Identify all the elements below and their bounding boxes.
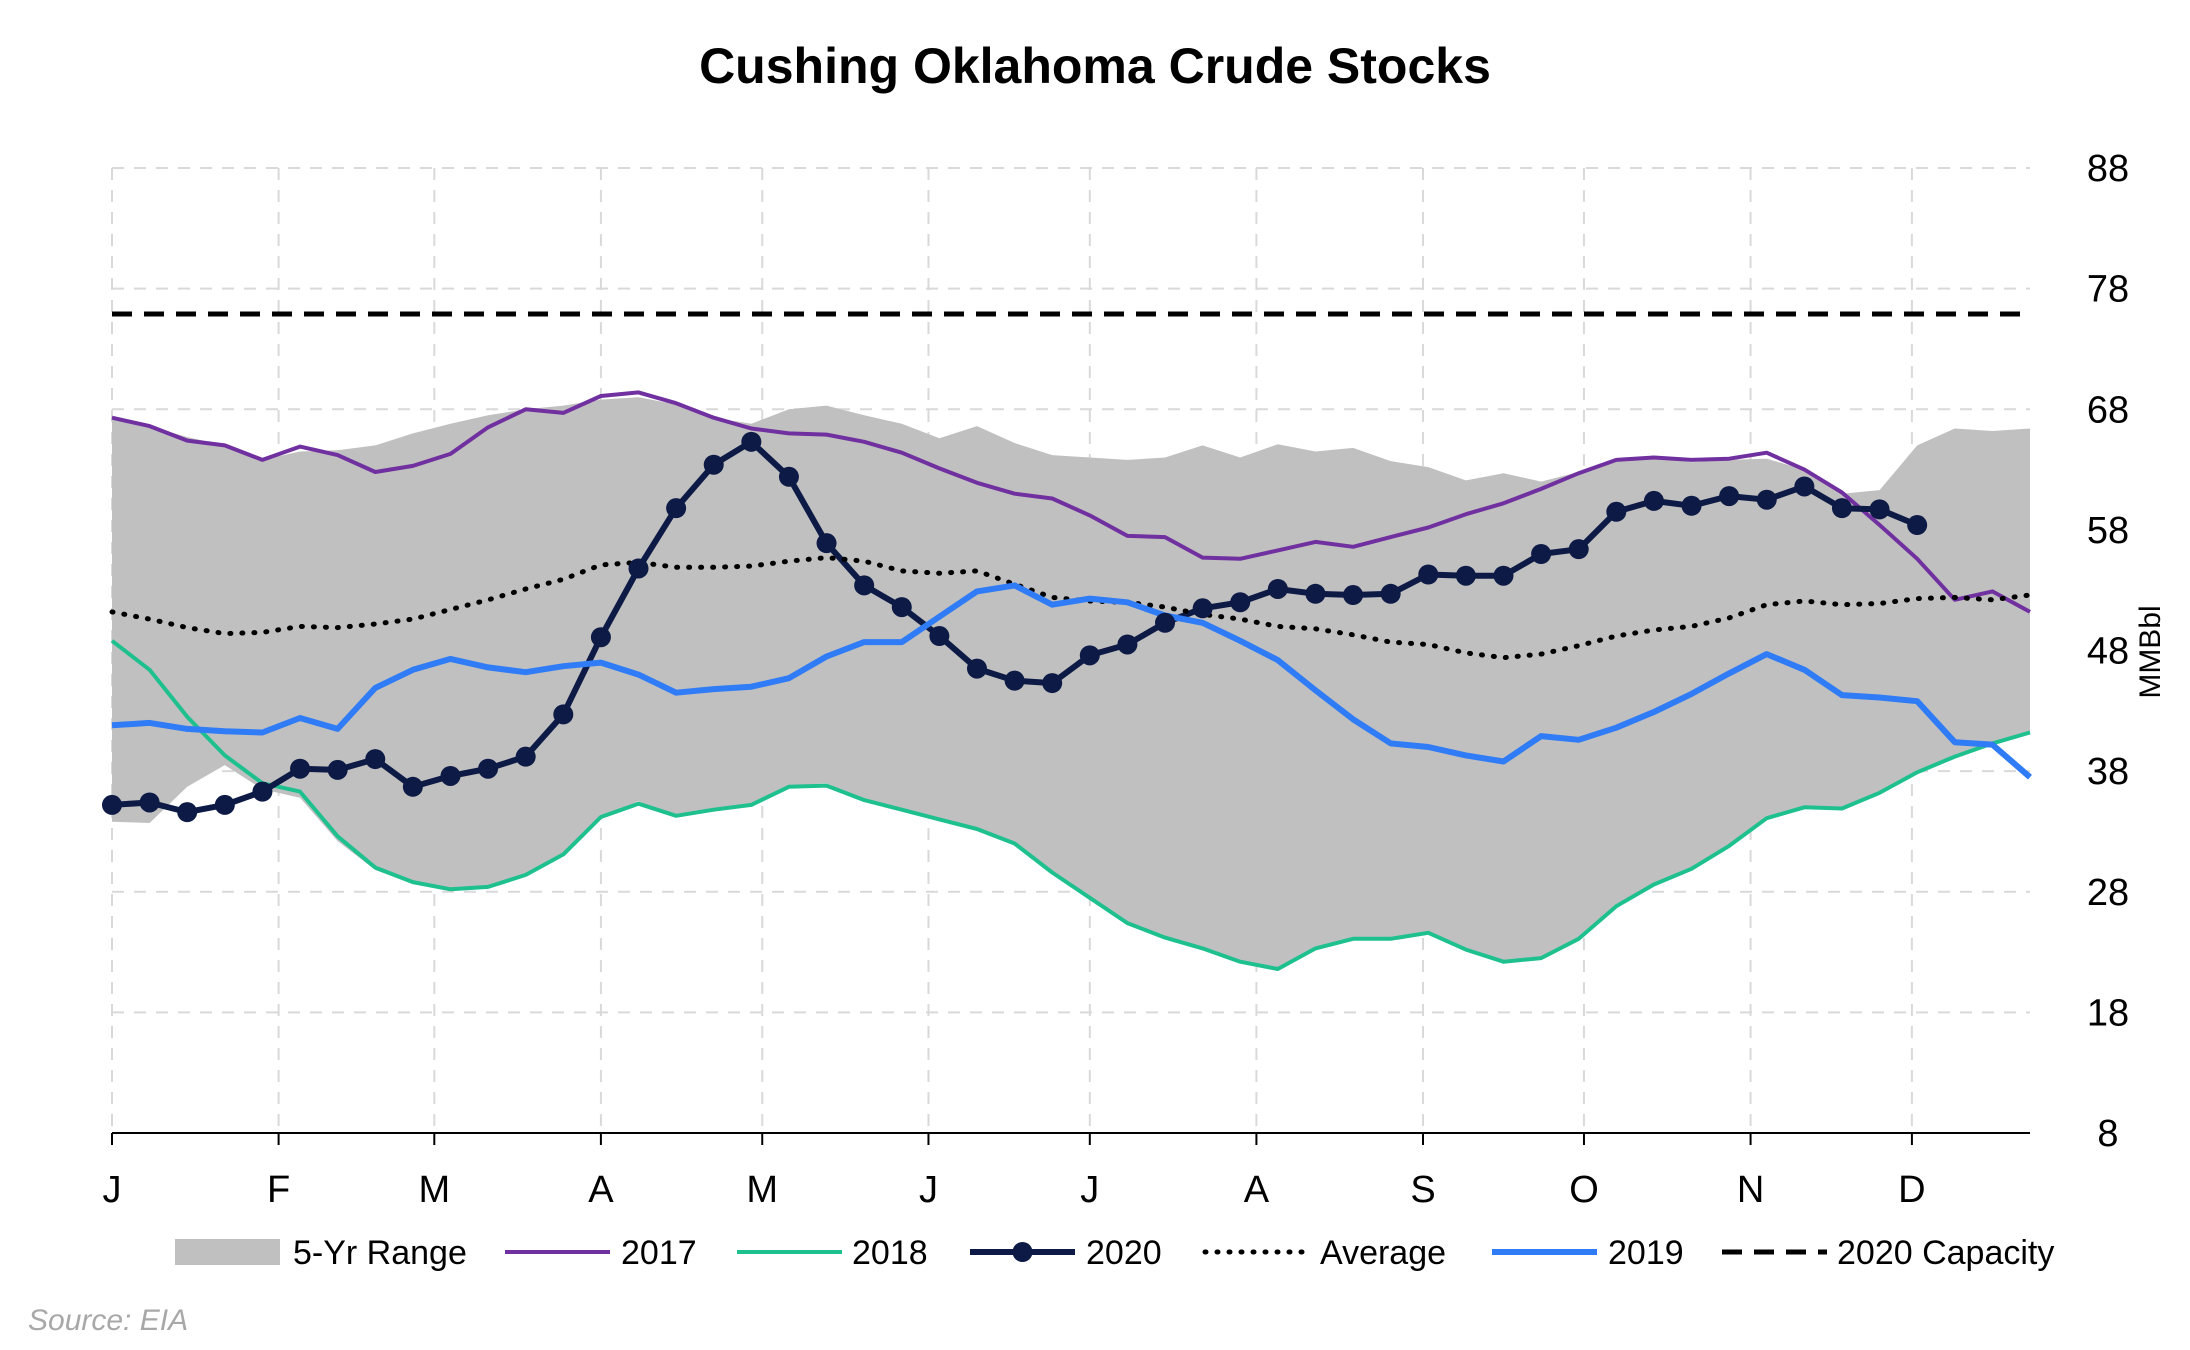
marker-point <box>590 627 611 648</box>
legend-label: 2020 Capacity <box>1837 1234 2054 1272</box>
y-tick-label: 28 <box>2087 872 2129 914</box>
marker-point <box>1192 598 1213 619</box>
x-tick-label: M <box>746 1169 778 1211</box>
marker-point <box>1079 645 1100 666</box>
marker-point <box>1681 495 1702 516</box>
y-tick-label: 48 <box>2087 631 2129 673</box>
marker-point <box>252 781 273 802</box>
marker-point <box>1418 564 1439 585</box>
legend-label: 2020 <box>1086 1234 1162 1272</box>
marker-point <box>1719 486 1740 507</box>
y-tick-label: 58 <box>2087 510 2129 552</box>
marker-point <box>365 749 386 770</box>
marker-point <box>1042 673 1063 694</box>
marker-point <box>891 597 912 618</box>
series-line-average <box>109 555 2033 661</box>
marker-point <box>214 794 235 815</box>
x-tick-label: J <box>103 1169 122 1211</box>
series-line-2018 <box>110 639 2031 971</box>
x-tick-label: D <box>1898 1169 1925 1211</box>
marker-point <box>1831 498 1852 519</box>
legend-swatch-marker <box>1012 1242 1033 1262</box>
marker-point <box>929 626 950 647</box>
x-tick-label: F <box>267 1169 290 1211</box>
series-line-2017 <box>111 390 2031 614</box>
marker-point <box>177 802 198 823</box>
legend-label: 2019 <box>1608 1234 1684 1272</box>
marker-point <box>1493 565 1514 586</box>
y-tick-label: 38 <box>2087 751 2129 793</box>
y-tick-label: 18 <box>2087 992 2129 1034</box>
marker-point <box>1907 515 1928 536</box>
marker-point <box>854 575 875 596</box>
legend-label: 2018 <box>852 1234 928 1272</box>
marker-point <box>1004 670 1025 691</box>
legend-swatch-range <box>175 1239 280 1265</box>
y-axis-label: MMBbl <box>2134 605 2167 698</box>
legend-label: Average <box>1320 1234 1446 1272</box>
x-tick-label: J <box>919 1169 938 1211</box>
marker-point <box>1531 544 1552 564</box>
legend-label: 2017 <box>621 1234 697 1272</box>
marker-point <box>1643 490 1664 511</box>
marker-point <box>327 759 348 780</box>
y-tick-label: 88 <box>2087 148 2129 190</box>
y-tick-label: 68 <box>2087 389 2129 431</box>
marker-point <box>666 498 687 519</box>
marker-point <box>1794 476 1815 497</box>
x-tick-label: M <box>418 1169 450 1211</box>
marker-point <box>1380 583 1401 604</box>
marker-point <box>1756 489 1777 510</box>
y-tick-label: 8 <box>2097 1113 2118 1155</box>
marker-point <box>1606 501 1627 522</box>
x-tick-label: A <box>588 1169 614 1211</box>
x-tick-label: J <box>1080 1169 1099 1211</box>
series-2020-markers <box>102 431 1928 823</box>
marker-point <box>1343 585 1364 606</box>
marker-point <box>1869 499 1890 520</box>
x-tick-label: N <box>1737 1169 1764 1211</box>
marker-point <box>816 533 837 554</box>
x-tick-label: A <box>1244 1169 1270 1211</box>
marker-point <box>1230 592 1251 613</box>
marker-point <box>1155 612 1176 633</box>
marker-point <box>628 558 649 579</box>
chart-title: Cushing Oklahoma Crude Stocks <box>699 38 1491 94</box>
axes: 8 18 28 38 48 58 68 78 88 J F M A M J J A S O N D <box>103 148 2130 1211</box>
marker-point <box>703 454 724 475</box>
source-note: Source: EIA <box>28 1304 188 1337</box>
marker-point <box>966 658 987 679</box>
marker-point <box>290 758 311 779</box>
marker-point <box>440 765 461 786</box>
marker-point <box>478 758 499 779</box>
marker-point <box>1455 565 1476 586</box>
marker-point <box>402 776 423 797</box>
marker-point <box>1568 539 1589 560</box>
x-tick-label: S <box>1410 1169 1435 1211</box>
y-tick-label: 78 <box>2087 269 2129 311</box>
marker-point <box>741 431 762 452</box>
x-tick-label: O <box>1569 1169 1599 1211</box>
marker-point <box>1305 583 1326 604</box>
marker-point <box>139 792 160 813</box>
marker-point <box>1117 634 1138 655</box>
marker-point <box>553 704 574 725</box>
legend-label: 5-Yr Range <box>293 1234 467 1272</box>
marker-point <box>102 794 122 815</box>
marker-point <box>515 746 536 767</box>
marker-point <box>778 466 799 487</box>
legend: 5-Yr Range 2017 2018 2020 Average 2019 2020 Ca… <box>175 1234 2054 1272</box>
marker-point <box>1267 578 1288 599</box>
series-line-2019 <box>111 582 2032 780</box>
